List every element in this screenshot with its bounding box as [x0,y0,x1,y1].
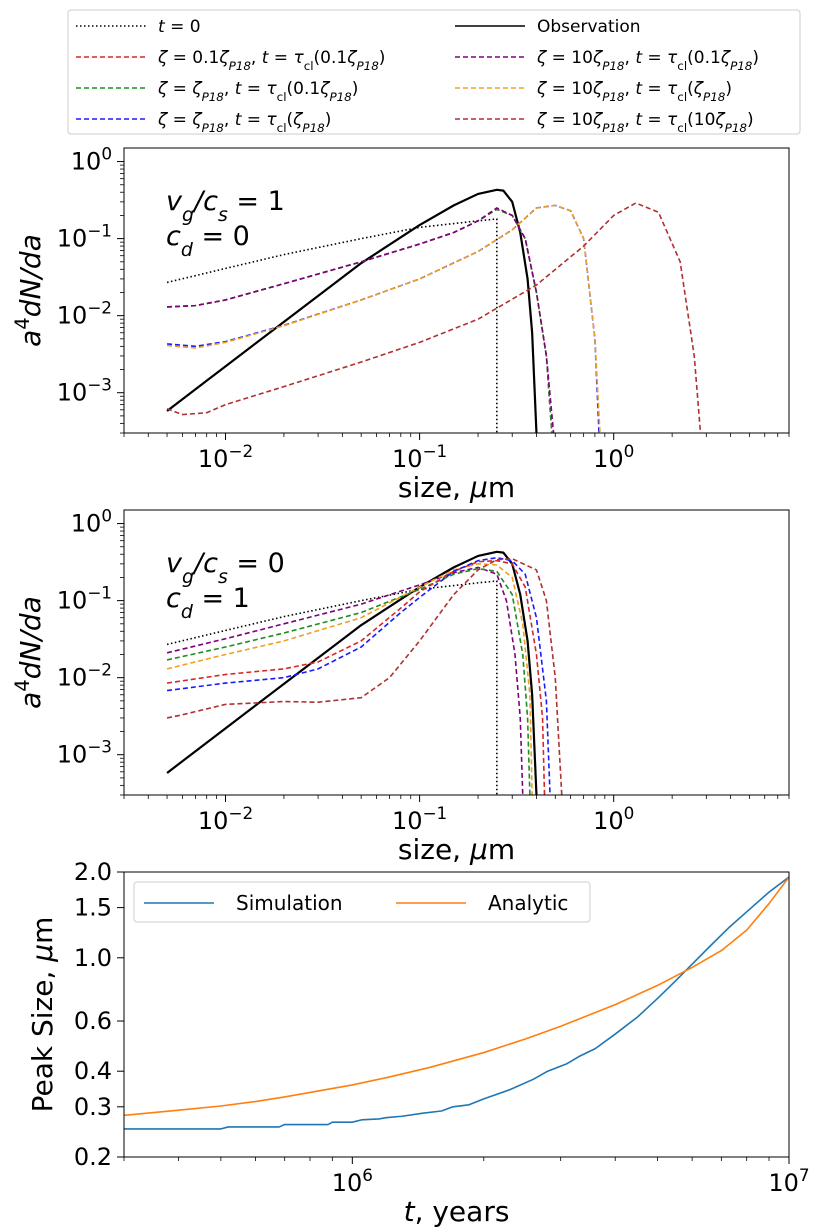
y-axis-label: a4dN/da [11,596,48,709]
series-line [124,876,789,1117]
chart-panel-3: 106 107 0.2 0.3 0.4 0.6 1.0 1.5 2.0 t, years Peak … [26,858,810,1228]
series-line [166,202,702,433]
y-tick-label: 10−1 [57,221,112,253]
top-legend-frame [67,9,801,135]
annotation-velocity: vg/cs = 0 [166,548,285,588]
y-tick-label: 10−3 [57,375,112,407]
x-axis-label: size, μm [398,833,515,866]
annotation-coefficient: cd = 1 [166,583,250,623]
y-tick-label: 10−2 [57,660,112,692]
y-tick-label: 0.3 [74,1093,112,1121]
legend-label: ζ = 10ζP18, t = τcl(ζP18) [536,79,732,104]
series-line [166,556,551,795]
series-line [166,218,498,433]
annotation-velocity: vg/cs = 1 [166,186,285,226]
plot-frame [123,871,790,1158]
x-tick-label: 107 [768,1165,809,1197]
y-tick-label: 1.5 [74,894,112,922]
x-axis-label: t, years [404,1195,510,1228]
legend-label: Simulation [236,891,343,915]
x-tick-label: 10−2 [198,803,253,835]
y-tick-label: 0.4 [74,1057,112,1085]
y-tick-label: 2.0 [74,858,112,886]
series-line [166,566,524,795]
legend-label: ζ = 10ζP18, t = τcl(10ζP18) [536,110,754,135]
series-line [166,563,533,795]
series-line [167,207,555,433]
legend-label: Observation [537,17,641,37]
legend-label: t = 0 [158,17,201,37]
plot-frame [123,147,790,434]
legend-label: ζ = 10ζP18, t = τcl(0.1ζP18) [536,48,759,73]
y-tick-label: 100 [71,144,112,176]
chart-panel-2: 10−2 10−1 100 10−3 10−2 10−1 100 size, μm a4dN/d… [11,506,790,866]
x-tick-label: 10−1 [392,441,447,473]
y-axis-label: a4dN/da [11,234,48,347]
annotation-coefficient: cd = 0 [166,221,250,261]
x-tick-label: 10−2 [198,441,253,473]
x-tick-label: 10−1 [392,803,447,835]
x-tick-label: 100 [593,803,634,835]
y-tick-label: 10−2 [57,298,112,330]
series-line [166,557,563,795]
y-tick-label: 100 [71,506,112,538]
y-axis-label: Peak Size, μm [26,917,59,1113]
series-line [166,204,601,433]
series-line [166,188,538,433]
y-tick-label: 10−1 [57,583,112,615]
y-tick-label: 0.2 [74,1143,112,1171]
y-tick-label: 0.6 [74,1007,112,1035]
legend-label: ζ = 0.1ζP18, t = τcl(0.1ζP18) [157,48,385,73]
chart-panel-1: 10−2 10−1 100 10−3 10−2 10−1 100 size, μm a4dN/d… [11,144,790,504]
legend-label: ζ = ζP18, t = τcl(ζP18) [157,110,331,135]
y-tick-label: 1.0 [74,944,112,972]
x-axis-label: size, μm [398,471,515,504]
legend-label: ζ = ζP18, t = τcl(0.1ζP18) [157,79,358,104]
plot-frame [123,509,790,796]
series-line [166,580,498,795]
series-line [166,567,531,795]
bottom-legend-frame [133,881,591,923]
y-tick-label: 10−3 [57,737,112,769]
x-tick-label: 100 [593,441,634,473]
x-tick-label: 106 [332,1165,373,1197]
legend-label: Analytic [488,891,568,915]
